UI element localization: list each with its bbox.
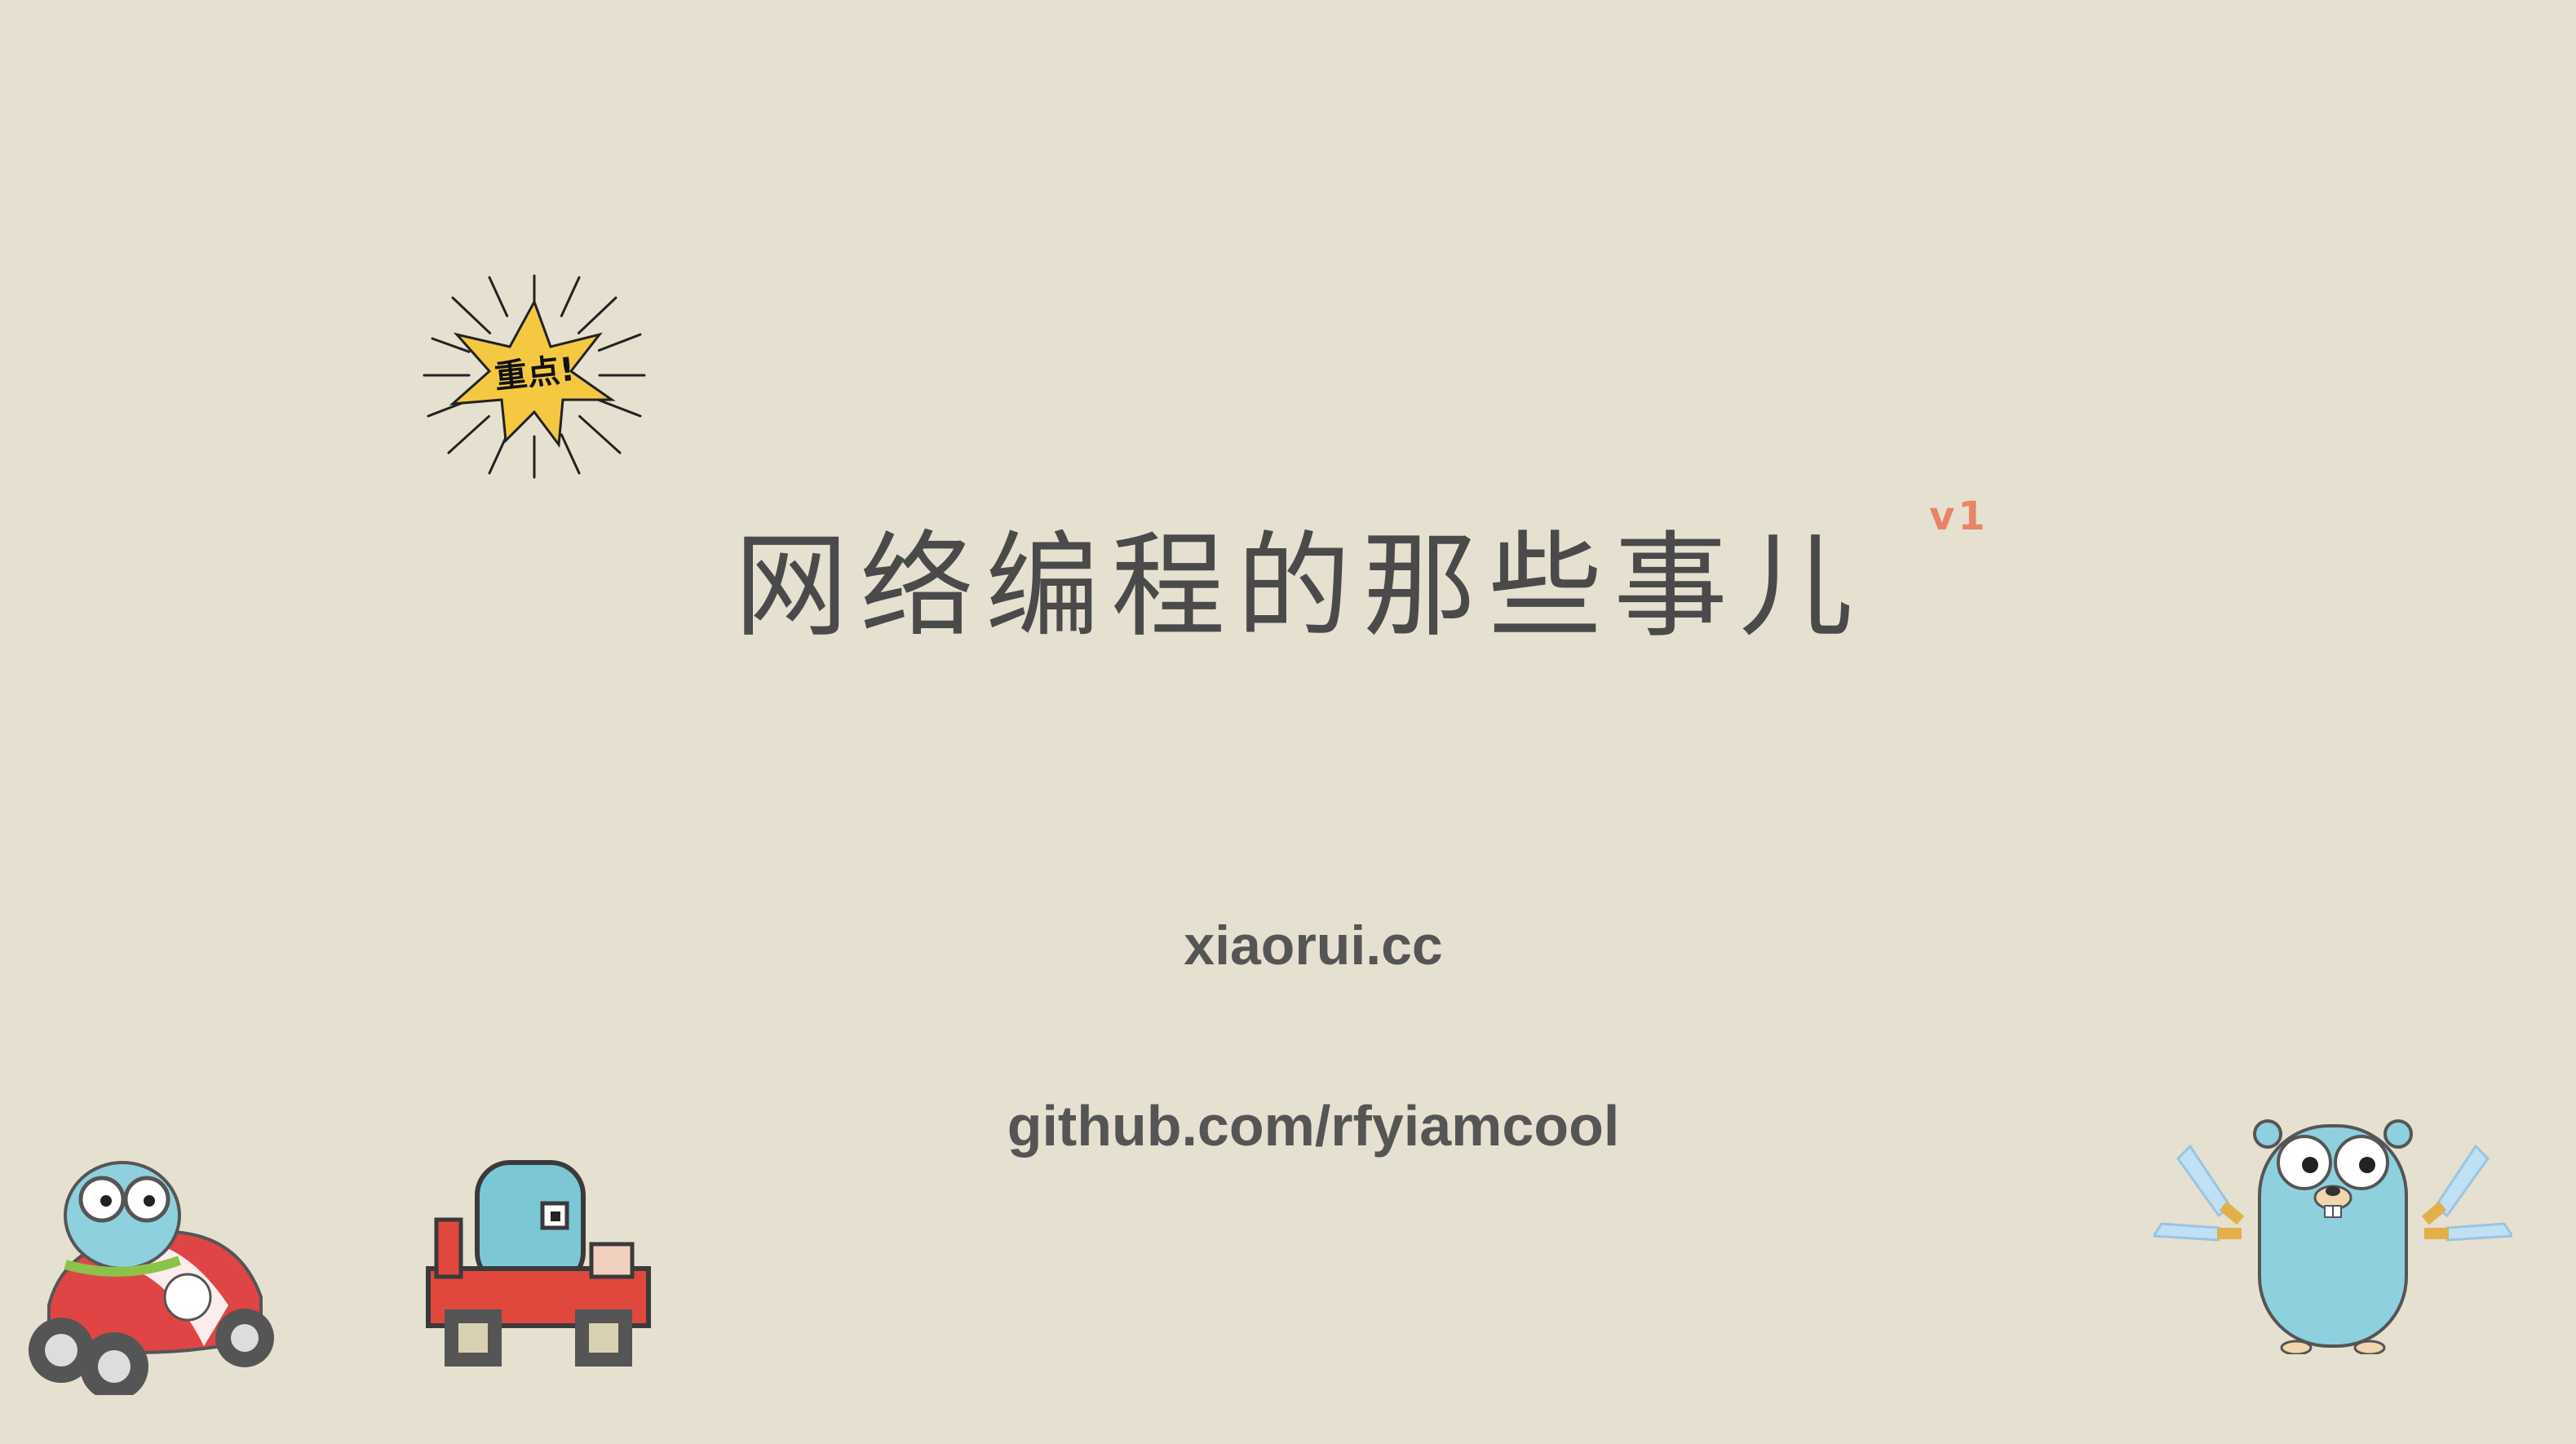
gopher-racer-icon xyxy=(29,1161,274,1395)
gopher-swords-icon xyxy=(2153,1119,2512,1354)
version-tag: v1 xyxy=(1929,494,1989,539)
website-link[interactable]: xiaorui.cc xyxy=(1184,915,1443,977)
starburst-badge-icon xyxy=(423,274,646,479)
github-link[interactable]: github.com/rfyiamcool xyxy=(1007,1094,1620,1158)
slide-title: 网络编程的那些事儿 xyxy=(734,520,1866,653)
pixel-gopher-kart-icon xyxy=(426,1160,651,1366)
